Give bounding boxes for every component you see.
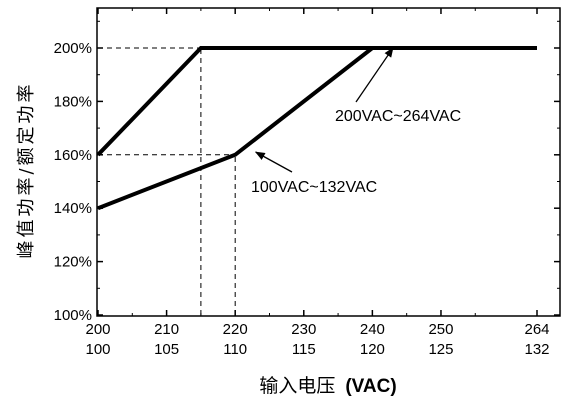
series-line-1 bbox=[97, 46, 537, 211]
y-tick-label-2: 140% bbox=[54, 200, 92, 217]
y-tick-label-3: 160% bbox=[54, 147, 92, 164]
x-tick-label-top-3: 230 bbox=[291, 321, 316, 338]
series-line-0 bbox=[96, 46, 537, 157]
x-tick-label-bottom-4: 120 bbox=[360, 341, 385, 358]
reference-lines bbox=[98, 47, 236, 315]
y-tick-label-5: 200% bbox=[54, 40, 92, 57]
annotation-label-1: 100VAC~132VAC bbox=[251, 179, 377, 196]
plot-frame bbox=[96, 7, 561, 317]
axis-ticks bbox=[97, 8, 560, 316]
x-tick-label-top-0: 200 bbox=[85, 321, 110, 338]
y-axis-title: 峰值功率/额定功率 bbox=[16, 81, 37, 258]
x-tick-label-top-1: 210 bbox=[154, 321, 179, 338]
annotation-arrow-0 bbox=[355, 47, 394, 103]
tick-labels: 200 100 210 105 220 110 230 115 240 120 250 125 264 1… bbox=[54, 40, 550, 358]
x-axis-title-unit: (VAC) bbox=[345, 376, 396, 397]
series-lines bbox=[96, 46, 537, 211]
x-axis-title: 输入电压 (VAC) bbox=[259, 375, 396, 397]
x-tick-label-top-5: 250 bbox=[428, 321, 453, 338]
x-tick-label-top-4: 240 bbox=[360, 321, 385, 338]
x-tick-label-top-2: 220 bbox=[223, 321, 248, 338]
x-axis-title-text: 输入电压 bbox=[259, 375, 335, 397]
x-tick-label-top-6: 264 bbox=[524, 321, 549, 338]
y-tick-label-4: 180% bbox=[54, 93, 92, 110]
y-tick-label-0: 100% bbox=[54, 307, 92, 324]
x-tick-label-bottom-3: 115 bbox=[292, 341, 316, 358]
x-tick-label-bottom-0: 100 bbox=[85, 341, 110, 358]
x-tick-label-bottom-6: 132 bbox=[524, 341, 549, 358]
annotation-label-0: 200VAC~264VAC bbox=[335, 108, 461, 125]
annotation-arrow-1 bbox=[254, 151, 293, 173]
annotations: 200VAC~264VAC 100VAC~132VAC bbox=[251, 47, 461, 196]
x-tick-label-bottom-5: 125 bbox=[428, 341, 453, 358]
y-tick-label-1: 120% bbox=[54, 254, 92, 271]
x-tick-label-bottom-1: 105 bbox=[154, 341, 179, 358]
x-tick-label-bottom-2: 110 bbox=[223, 341, 247, 358]
